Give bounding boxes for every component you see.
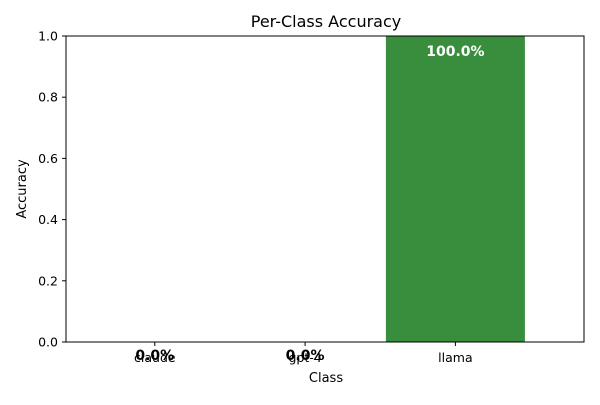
chart-title: Per-Class Accuracy <box>251 12 401 31</box>
y-tick-label-0.2: 0.2 <box>38 273 58 288</box>
y-tick-label-0.4: 0.4 <box>38 212 58 227</box>
data-label-llama: 100.0% <box>426 44 484 60</box>
y-tick-label-0.6: 0.6 <box>38 151 58 166</box>
data-label-gpt-4: 0.0% <box>286 348 325 364</box>
x-tick-label-llama: llama <box>438 350 472 365</box>
bar-llama <box>385 36 525 342</box>
y-axis-label: Accuracy <box>15 159 30 219</box>
plot-frame <box>65 35 585 343</box>
x-tick-label-gpt-4: gpt-4 <box>288 350 321 365</box>
y-tick-label-0.8: 0.8 <box>38 90 58 105</box>
y-tick-label-1.0: 1.0 <box>38 29 58 44</box>
data-label-claude: 0.0% <box>135 348 174 364</box>
y-tick-label-0.0: 0.0 <box>38 335 58 350</box>
x-axis-label: Class <box>309 371 343 386</box>
x-tick-label-claude: claude <box>134 350 176 365</box>
